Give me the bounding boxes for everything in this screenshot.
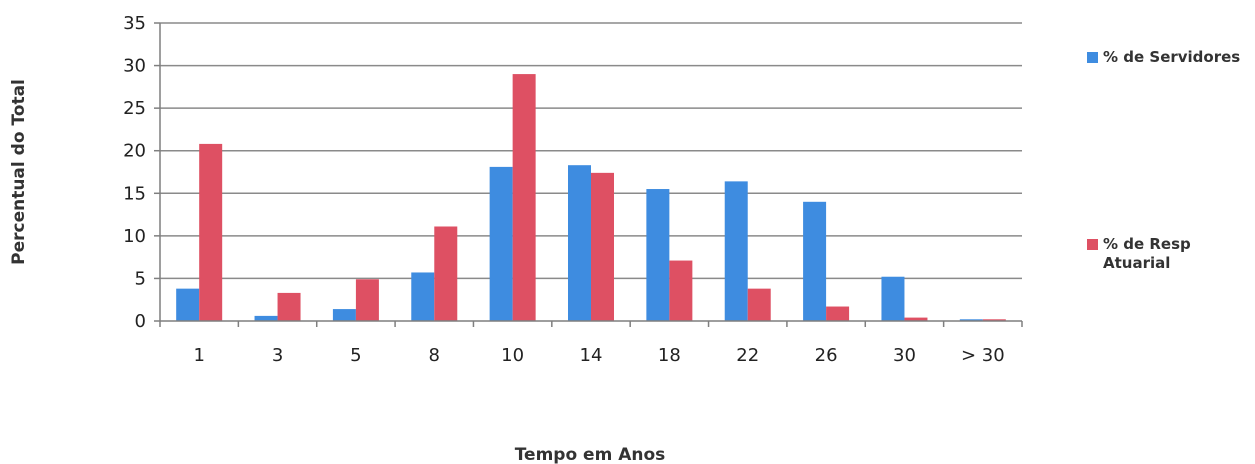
- x-tick-label: 22: [736, 345, 759, 366]
- x-tick-label: 1: [193, 345, 204, 366]
- x-axis-title: Tempo em Anos: [515, 445, 666, 464]
- bar-servidores: [568, 165, 591, 321]
- y-tick-label: 20: [123, 141, 146, 162]
- bars: [176, 74, 1006, 321]
- legend-swatch-servidores: [1087, 52, 1098, 63]
- x-tick-label: 18: [658, 345, 681, 366]
- bar-servidores: [959, 319, 983, 321]
- x-tick-label: 26: [815, 345, 838, 366]
- bar-servidores: [646, 189, 670, 321]
- bar-servidores: [803, 201, 827, 321]
- bar-resp-atuarial: [355, 279, 379, 321]
- y-tick-label: 30: [123, 56, 146, 77]
- x-tick-label: > 30: [961, 345, 1005, 366]
- x-tick-label: 8: [429, 345, 440, 366]
- legend-label-resp-atuarial: % de Resp Atuarial: [1103, 235, 1191, 272]
- y-tick-label: 15: [123, 183, 146, 204]
- axes: [154, 22, 1023, 327]
- bar-servidores: [176, 288, 200, 321]
- bar-servidores: [881, 276, 905, 321]
- bar-resp-atuarial: [512, 74, 536, 321]
- bar-servidores: [411, 272, 435, 321]
- bar-servidores: [332, 309, 356, 321]
- y-tick-label: 0: [135, 311, 146, 332]
- bar-resp-atuarial: [434, 226, 458, 321]
- bar-servidores: [724, 181, 748, 321]
- bar-resp-atuarial: [591, 172, 614, 321]
- legend-swatch-resp-atuarial: [1087, 239, 1098, 250]
- bar-resp-atuarial: [826, 306, 850, 321]
- y-tick-label: 10: [123, 226, 146, 247]
- legend: % de Servidores % de Resp Atuarial: [1087, 48, 1240, 272]
- y-tick-label: 35: [123, 13, 146, 34]
- bar-resp-atuarial: [982, 319, 1006, 321]
- x-tick-label: 30: [893, 345, 916, 366]
- bar-servidores: [254, 315, 278, 321]
- bar-resp-atuarial: [277, 292, 301, 321]
- x-tick-label: 14: [580, 345, 603, 366]
- x-tick-label: 5: [350, 345, 361, 366]
- legend-label-servidores: % de Servidores: [1103, 48, 1240, 66]
- x-tick-label: 10: [501, 345, 524, 366]
- bar-servidores: [489, 166, 513, 321]
- y-axis-title: Percentual do Total: [9, 79, 29, 265]
- y-tick-label: 5: [135, 268, 146, 289]
- bar-resp-atuarial: [904, 317, 928, 321]
- x-tick-label: 3: [272, 345, 283, 366]
- bar-resp-atuarial: [669, 260, 693, 321]
- bar-resp-atuarial: [199, 143, 223, 321]
- y-tick-label: 25: [123, 98, 146, 119]
- bar-resp-atuarial: [747, 288, 771, 321]
